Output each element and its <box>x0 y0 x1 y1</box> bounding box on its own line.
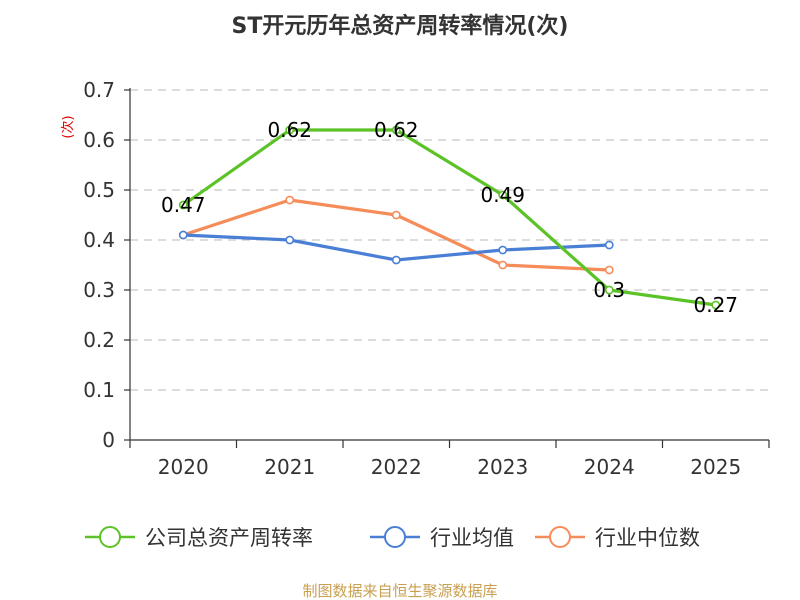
data-point-0 <box>711 300 721 310</box>
y-tick-label: 0.1 <box>83 378 115 402</box>
legend-marker-2 <box>549 526 571 548</box>
legend-label-2: 行业中位数 <box>595 526 700 550</box>
data-point-2 <box>604 265 614 275</box>
y-tick-label: 0.2 <box>83 328 115 352</box>
gridlines <box>130 89 769 391</box>
y-axis-label: (次) <box>60 115 76 138</box>
y-tick-label: 0 <box>102 428 115 452</box>
data-point-1 <box>498 245 508 255</box>
data-label: 0.3 <box>593 278 625 302</box>
data-point-2 <box>498 260 508 270</box>
data-label: 0.47 <box>161 193 206 217</box>
axes: 0 0.1 0.2 0.3 0.4 0.5 0.6 0.7 2020 2021 2022 2023 20… <box>83 78 770 479</box>
data-label: 0.49 <box>480 183 525 207</box>
legend-marker-0 <box>99 526 121 548</box>
legend-label-1: 行业均值 <box>430 526 514 550</box>
data-point-0 <box>498 190 508 200</box>
data-point-2 <box>285 195 295 205</box>
source-note: 制图数据来自恒生聚源数据库 <box>302 582 497 600</box>
legend-marker-1 <box>384 526 406 548</box>
data-point-0 <box>178 200 188 210</box>
data-point-1 <box>285 235 295 245</box>
data-label: 0.62 <box>267 118 312 142</box>
series-line-0 <box>182 128 716 307</box>
data-label: 0.27 <box>693 293 738 317</box>
x-tick-label: 2021 <box>264 455 315 479</box>
data-point-0 <box>604 285 614 295</box>
x-tick-label: 2020 <box>158 455 209 479</box>
x-tick-label: 2025 <box>690 455 741 479</box>
data-point-2 <box>391 210 401 220</box>
y-tick-label: 0.6 <box>83 128 115 152</box>
data-point-1 <box>604 240 614 250</box>
x-tick-label: 2024 <box>584 455 635 479</box>
legend-label-0: 公司总资产周转率 <box>145 526 313 550</box>
y-tick-label: 0.5 <box>83 178 115 202</box>
data-point-0 <box>391 125 401 135</box>
series-lines <box>178 125 721 310</box>
data-point-0 <box>285 125 295 135</box>
y-tick-label: 0.7 <box>83 78 115 102</box>
x-tick-label: 2022 <box>371 455 422 479</box>
x-tick-label: 2023 <box>477 455 528 479</box>
chart-title: ST开元历年总资产周转率情况(次) <box>232 13 569 39</box>
data-labels: 0.47 0.62 0.62 0.49 0.3 0.27 <box>161 118 738 317</box>
y-tick-label: 0.3 <box>83 278 115 302</box>
legend: 公司总资产周转率 行业均值 行业中位数 <box>85 526 700 550</box>
data-point-1 <box>178 230 188 240</box>
data-label: 0.62 <box>374 118 419 142</box>
y-tick-label: 0.4 <box>83 228 115 252</box>
data-point-1 <box>391 255 401 265</box>
